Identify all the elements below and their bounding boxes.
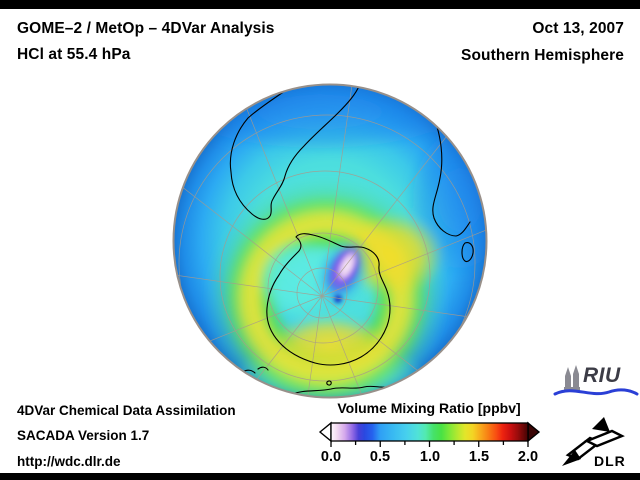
colorbar-tick-label: 0.5 [369,449,391,465]
region-label: Southern Hemisphere [461,47,624,64]
colorbar-tick-label: 1.0 [419,449,441,465]
dlr-top-triangle [592,417,610,432]
colorbar-tick-label: 0.0 [320,449,342,465]
dlr-logo: DLR [560,414,640,476]
coastlines [229,85,474,396]
colorbar: Volume Mixing Ratio [ppbv] [314,400,544,470]
dlr-bottom-triangle [562,450,581,466]
colorbar-left-arrow [318,421,332,443]
assimilation-caption: 4DVar Chemical Data Assimilation [17,403,236,418]
wdc-url-caption: http://wdc.dlr.de [17,454,121,469]
riu-logo: RIU [553,363,639,401]
colorbar-scale [318,421,541,447]
bottom-letterbox-bar [0,473,640,480]
australia-south-coast [289,385,389,396]
colorbar-tick-label: 2.0 [517,449,539,465]
dlr-logo-label: DLR [594,453,626,469]
riu-logo-graphic [553,365,639,396]
rhine-wave-icon [553,388,639,396]
dlr-right-diamond [584,429,625,448]
page-subtitle-level: HCl at 55.4 hPa [17,46,131,63]
riu-logo-label: RIU [583,364,621,387]
colorbar-ticks [330,441,529,447]
madagascar-outline [461,242,474,263]
antarctica-outline [266,233,391,366]
south-america-outline [229,85,361,220]
colorbar-title: Volume Mixing Ratio [ppbv] [337,400,521,416]
date-label: Oct 13, 2007 [532,20,624,37]
colorbar-tick-label: 1.5 [468,449,490,465]
africa-outline [432,117,471,237]
colorbar-right-arrow [527,421,541,443]
page-title: GOME–2 / MetOp – 4DVar Analysis [17,20,275,37]
dlr-logo-graphic [562,417,625,466]
top-letterbox-bar [0,0,640,9]
tasmania-outline [326,380,332,386]
colorbar-gradient [330,422,529,442]
globe-limb [172,83,488,399]
sacada-version-caption: SACADA Version 1.7 [17,428,150,443]
cologne-cathedral-icon [564,365,580,391]
